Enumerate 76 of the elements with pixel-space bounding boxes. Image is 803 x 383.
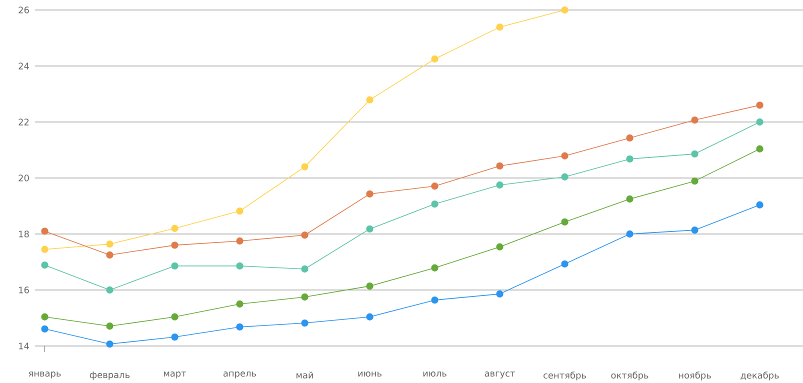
point <box>366 190 374 198</box>
point <box>106 251 114 259</box>
x-tick-label: июль <box>423 372 446 377</box>
x-tick-label: апрель <box>224 372 256 378</box>
point <box>561 260 568 268</box>
point <box>496 290 504 298</box>
y-tick-label: 24 <box>18 62 29 70</box>
point <box>496 181 504 189</box>
x-tick-label: февраль <box>90 372 130 380</box>
point <box>756 102 764 109</box>
point <box>106 240 114 248</box>
point <box>236 300 244 308</box>
x-tick-label: август <box>484 372 515 378</box>
point <box>691 226 698 234</box>
x-tick-label: декабрь <box>740 372 779 380</box>
point <box>366 225 374 233</box>
point <box>756 145 764 152</box>
point <box>236 262 244 270</box>
point <box>41 313 48 320</box>
point <box>366 96 374 104</box>
point <box>171 262 178 270</box>
point <box>626 230 634 238</box>
point <box>561 6 568 14</box>
point <box>41 325 48 333</box>
point <box>171 242 178 249</box>
x-tick-label: март <box>164 372 186 378</box>
point <box>561 152 568 160</box>
point <box>561 173 568 180</box>
point <box>431 200 438 208</box>
point <box>431 296 438 304</box>
point <box>561 218 568 226</box>
point <box>301 319 308 327</box>
point <box>366 282 374 290</box>
point <box>41 246 48 253</box>
point <box>691 150 698 158</box>
point <box>626 134 634 142</box>
point <box>756 201 764 208</box>
point <box>41 261 48 269</box>
x-tick-label: май <box>296 372 313 378</box>
y-tick-label: 22 <box>18 118 29 126</box>
point <box>431 55 438 63</box>
point <box>626 155 634 163</box>
point <box>431 182 438 190</box>
y-tick-label: 14 <box>19 342 29 350</box>
point <box>366 313 374 320</box>
y-tick-label: 26 <box>18 6 29 14</box>
x-tick-label: сентябрь <box>544 372 586 380</box>
y-tick-label: 16 <box>19 286 29 294</box>
point <box>496 23 504 31</box>
point <box>106 322 114 330</box>
point <box>171 224 178 232</box>
x-tick-label: июнь <box>358 372 382 377</box>
point <box>691 177 698 185</box>
x-tick-label: январь <box>28 372 61 378</box>
point <box>106 286 114 294</box>
point <box>236 207 244 215</box>
point <box>301 265 308 273</box>
point <box>236 237 244 245</box>
point <box>171 313 178 320</box>
point <box>236 323 244 331</box>
y-tick-label: 18 <box>19 230 29 238</box>
point <box>496 162 504 170</box>
x-tick-label: октябрь <box>611 372 648 380</box>
point <box>106 340 114 348</box>
point <box>41 228 48 235</box>
point <box>626 195 634 203</box>
point <box>171 333 178 341</box>
point <box>431 264 438 272</box>
y-tick-label: 20 <box>18 174 29 182</box>
point <box>301 232 308 239</box>
point <box>691 116 698 124</box>
point <box>301 293 308 301</box>
point <box>756 118 764 126</box>
x-tick-label: ноябрь <box>678 372 711 380</box>
point <box>496 243 504 250</box>
point <box>301 163 308 170</box>
